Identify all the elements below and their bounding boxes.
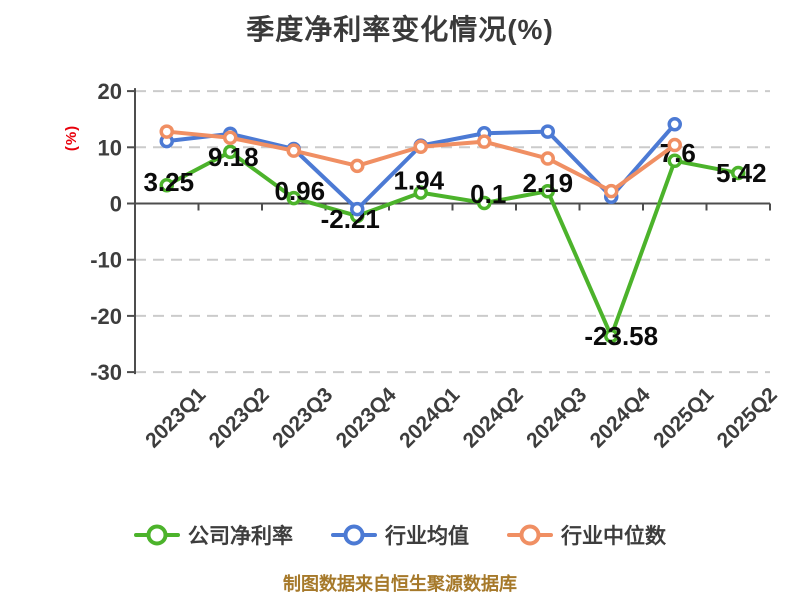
chart-title: 季度净利率变化情况(%) [246, 14, 554, 45]
x-category-label: 2024Q3 [522, 383, 591, 452]
data-point-company-net-margin [667, 153, 682, 169]
data-label: 1.94 [393, 166, 444, 196]
line-dot-marker-icon [331, 524, 377, 546]
data-point-company-net-margin [477, 195, 492, 211]
data-point-company-net-margin [223, 144, 238, 160]
x-category-label: 2024Q2 [459, 383, 528, 452]
line-dot-marker-icon [134, 524, 180, 546]
data-label: 9.18 [208, 142, 259, 172]
data-point-industry-median [604, 183, 619, 199]
data-point-industry-median [159, 124, 174, 139]
legend-item-industry-median: 行业中位数 [507, 520, 666, 550]
x-category-label: 2023Q3 [268, 383, 337, 452]
data-point-company-net-margin [159, 177, 174, 193]
data-label: -23.58 [584, 321, 658, 351]
data-label: 0.96 [274, 176, 325, 206]
data-label: 5.42 [716, 158, 767, 188]
data-point-industry-median [350, 158, 365, 174]
legend-dot [343, 524, 365, 546]
data-point-industry-median [223, 130, 238, 145]
legend: 公司净利率 行业均值 行业中位数 [0, 520, 800, 550]
data-point-industry-median [667, 137, 682, 153]
x-category-label: 2023Q2 [205, 383, 274, 452]
data-point-industry-mean [667, 117, 682, 132]
data-point-industry-median [286, 143, 301, 158]
data-point-company-net-margin [604, 328, 619, 344]
y-tick-label: -10 [90, 248, 122, 273]
y-tick-label: -20 [90, 304, 122, 329]
data-point-company-net-margin [413, 185, 428, 200]
data-point-industry-median [413, 139, 428, 154]
y-tick-label: -30 [90, 360, 122, 385]
x-category-label: 2025Q2 [713, 383, 782, 452]
data-label: 3.25 [143, 167, 194, 197]
y-tick-label: 0 [110, 192, 122, 217]
legend-dot [519, 524, 541, 546]
data-point-company-net-margin [540, 183, 555, 199]
legend-label: 公司净利率 [188, 525, 293, 548]
series-line-company-net-margin [164, 149, 741, 339]
y-tick-label: 10 [98, 135, 122, 160]
legend-item-company-net-margin: 公司净利率 [134, 520, 293, 550]
x-category-label: 2024Q4 [586, 383, 655, 452]
data-label: 2.19 [522, 168, 573, 198]
line-dot-marker-icon [507, 524, 553, 546]
data-point-company-net-margin [286, 190, 301, 206]
legend-dot [146, 524, 168, 546]
x-category-label: 2025Q1 [649, 383, 718, 452]
data-point-industry-median [477, 134, 492, 149]
data-point-industry-mean [540, 124, 555, 139]
y-tick-label: 20 [98, 79, 122, 104]
data-point-company-net-margin [731, 165, 746, 181]
x-category-label: 2023Q1 [141, 383, 210, 452]
legend-label: 行业均值 [385, 525, 469, 548]
line-chart: 20100-10-20-302023Q12023Q22023Q32023Q420… [90, 79, 782, 452]
x-category-label: 2024Q1 [395, 383, 464, 452]
legend-label: 行业中位数 [561, 525, 666, 548]
x-category-label: 2023Q4 [332, 383, 401, 452]
data-source-note: 制图数据来自恒生聚源数据库 [283, 574, 517, 594]
data-point-industry-median [540, 151, 555, 166]
legend-item-industry-mean: 行业均值 [331, 520, 469, 550]
data-label: 0.1 [470, 179, 506, 209]
data-point-industry-mean [350, 201, 365, 217]
